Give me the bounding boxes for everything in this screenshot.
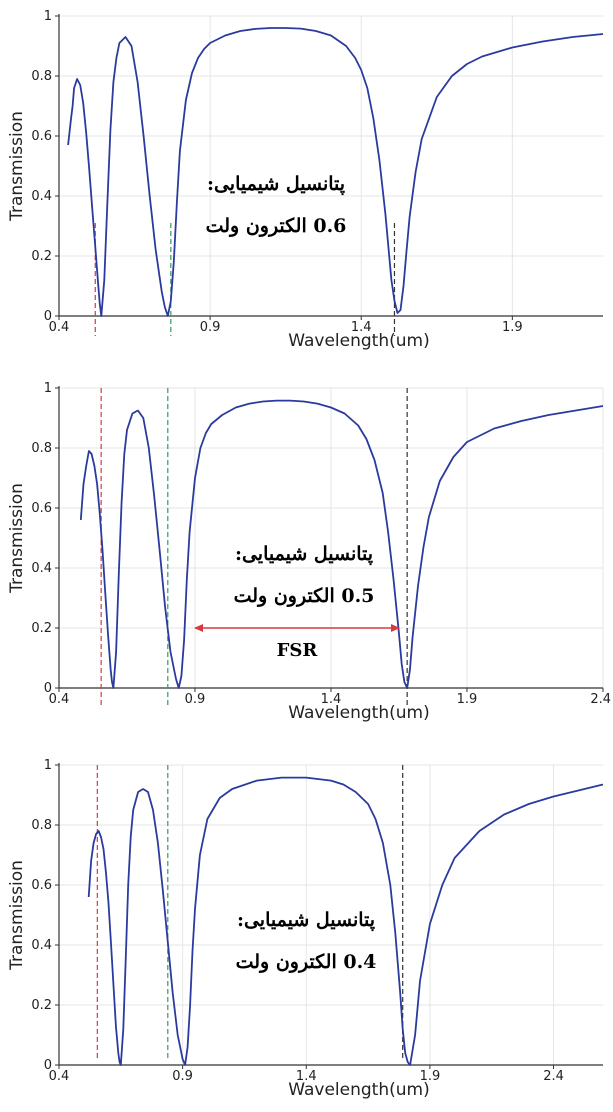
annotation-line-2: 0.6 الکترون ولت xyxy=(206,215,347,237)
y-tick-label: 0.2 xyxy=(31,249,52,264)
y-axis-label: Transmission xyxy=(7,483,27,594)
x-tick-label: 1.9 xyxy=(502,320,523,335)
y-tick-label: 0.4 xyxy=(31,561,52,576)
x-tick-label: 0.9 xyxy=(200,320,221,335)
x-axis-label: Wavelength(um) xyxy=(288,331,429,351)
fsr-label: FSR xyxy=(277,640,319,661)
y-tick-label: 0.8 xyxy=(31,818,52,833)
y-tick-label: 1 xyxy=(44,381,52,396)
series-line-1 xyxy=(79,399,604,689)
y-tick-label: 1 xyxy=(44,758,52,773)
y-tick-label: 0.8 xyxy=(31,441,52,456)
annotation-line-2: 0.5 الکترون ولت xyxy=(234,585,375,607)
annotation-line-2: 0.4 الکترون ولت xyxy=(236,951,377,973)
y-tick-label: 0 xyxy=(44,1058,52,1073)
chart-panel-2: 0 0.2 0.4 0.6 0.8 1 0.4 0.9 1.4 1.9 2.4 Wavelength(… xyxy=(7,381,611,723)
x-tick-label: 2.4 xyxy=(543,1069,564,1084)
annotation-line-1: پتانسیل شیمیایی: xyxy=(235,543,373,565)
y-axis-label: Transmission xyxy=(7,860,27,971)
annotation-line-1: پتانسیل شیمیایی: xyxy=(237,909,375,931)
y-axis-label: Transmission xyxy=(7,111,27,222)
y-tick-label: 0.6 xyxy=(31,501,52,516)
y-tick-label: 1 xyxy=(44,9,52,24)
x-tick-label: 0.4 xyxy=(49,692,70,707)
series-line-1 xyxy=(87,776,604,1066)
x-tick-label: 1.9 xyxy=(420,1069,441,1084)
x-axis-label: Wavelength(um) xyxy=(288,703,429,723)
chart-panel-3: 0 0.2 0.4 0.6 0.8 1 0.4 0.9 1.4 1.9 2.4 Wavelength(… xyxy=(7,758,604,1100)
x-tick-label: 0.4 xyxy=(49,1069,70,1084)
x-tick-label: 0.9 xyxy=(185,692,206,707)
y-tick-label: 0 xyxy=(44,681,52,696)
y-tick-label: 0.4 xyxy=(31,938,52,953)
x-axis-label: Wavelength(um) xyxy=(288,1080,429,1100)
y-tick-label: 0.6 xyxy=(31,129,52,144)
y-tick-label: 0 xyxy=(44,309,52,324)
y-tick-label: 0.2 xyxy=(31,998,52,1013)
x-tick-label: 0.9 xyxy=(172,1069,193,1084)
x-tick-label: 1.4 xyxy=(321,692,342,707)
y-tick-label: 0.4 xyxy=(31,189,52,204)
series-line-1 xyxy=(67,27,604,317)
x-tick-label: 2.4 xyxy=(590,692,611,707)
x-tick-label: 1.4 xyxy=(296,1069,317,1084)
y-tick-label: 0.8 xyxy=(31,69,52,84)
y-tick-label: 0.2 xyxy=(31,621,52,636)
x-tick-label: 1.4 xyxy=(351,320,372,335)
x-tick-label: 1.9 xyxy=(457,692,478,707)
y-tick-label: 0.6 xyxy=(31,878,52,893)
chart-panel-1: 0 0.2 0.4 0.6 0.8 1 0.4 0.9 1.4 1.9 Wavelength(um)… xyxy=(7,9,604,351)
annotation-line-1: پتانسیل شیمیایی: xyxy=(207,173,345,195)
x-tick-label: 0.4 xyxy=(49,320,70,335)
